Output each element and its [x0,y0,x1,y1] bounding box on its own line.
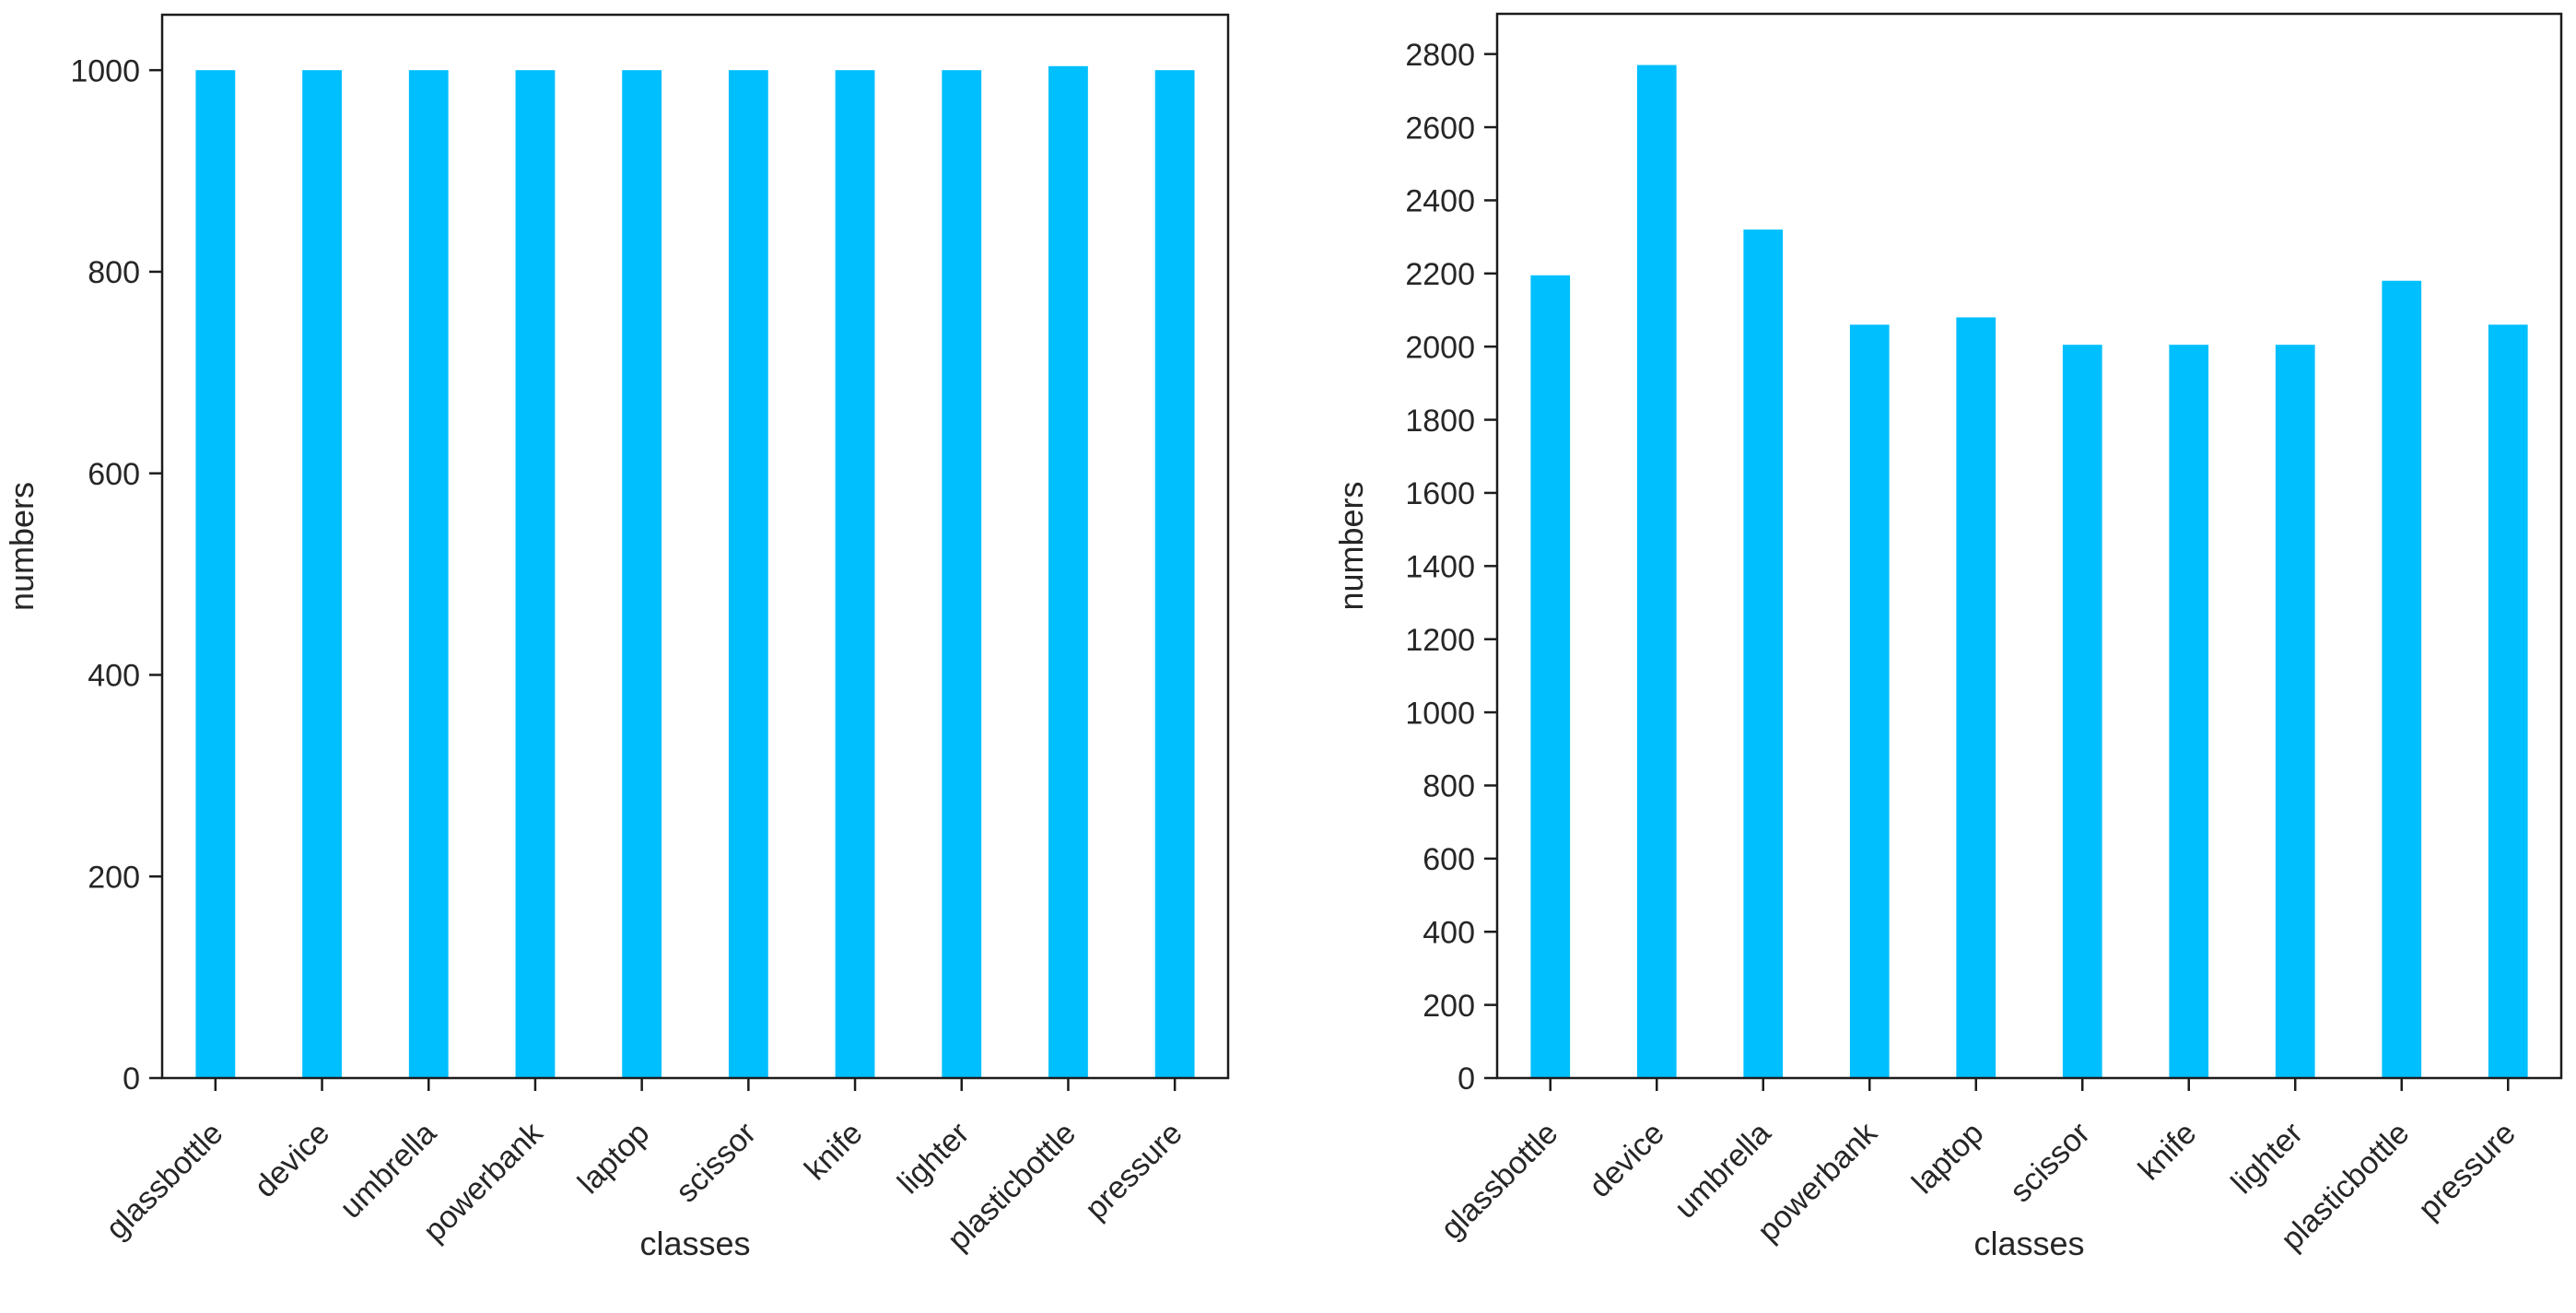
y-tick-label: 0 [123,1061,140,1096]
x-tick-label-pressure: pressure [2411,1116,2522,1226]
bar-scissor [2062,345,2102,1078]
y-tick-label: 0 [1458,1061,1475,1096]
y-tick-label: 2000 [1405,330,1475,365]
bar-laptop [1956,317,1996,1078]
x-tick-label-glassbottle: glassbottle [100,1116,230,1247]
bar-glassbottle [1530,275,1571,1078]
bar-pressure [1154,70,1195,1079]
y-tick-label: 600 [1423,842,1475,877]
x-tick-label-glassbottle: glassbottle [1434,1116,1565,1247]
bar-pressure [2488,324,2528,1079]
x-axis-label: classes [1973,1225,2084,1262]
x-tick-label-umbrella: umbrella [1668,1116,1777,1225]
x-tick-label-laptop: laptop [571,1116,656,1201]
x-tick-label-umbrella: umbrella [334,1116,443,1225]
x-tick-label-scissor: scissor [669,1116,763,1210]
y-tick-label: 800 [88,255,140,290]
y-tick-label: 1600 [1405,476,1475,511]
bar-laptop [622,70,662,1079]
x-tick-label-laptop: laptop [1905,1116,1990,1201]
bar-plasticbottle [2382,280,2422,1078]
y-tick-label: 200 [88,860,140,895]
bar-knife [835,70,875,1079]
class-counts-before-chart: 0 200 400 600 800 1000 glassbottle deviceumbrel… [3,13,1230,1262]
y-tick-label: 1200 [1405,623,1475,658]
x-tick-label-knife: knife [2132,1116,2204,1188]
y-tick-label: 400 [88,659,140,694]
y-tick-label: 1000 [1405,696,1475,731]
y-tick-label: 1000 [70,53,140,88]
plot-frame [160,13,1230,1080]
y-tick-label: 2400 [1405,184,1475,219]
y-tick-label: 2800 [1405,38,1475,73]
y-tick-label: 400 [1423,915,1475,950]
bar-plasticbottle [1048,65,1088,1079]
y-tick-label: 1400 [1405,550,1475,585]
bar-powerbank [1849,324,1890,1079]
bar-device [302,70,342,1079]
x-tick-label-device: device [248,1116,336,1204]
y-tick-label: 800 [1423,769,1475,804]
bar-powerbank [515,70,556,1079]
y-tick-label: 2600 [1405,111,1475,146]
bar-umbrella [408,70,449,1079]
x-tick-label-device: device [1583,1116,1671,1204]
y-axis-label: numbers [3,482,41,611]
y-tick-label: 2200 [1405,257,1475,292]
bar-umbrella [1743,229,1784,1078]
bar-device [1636,64,1677,1078]
x-tick-label-knife: knife [798,1116,870,1188]
x-tick-label-scissor: scissor [2003,1116,2097,1210]
bar-lighter [942,70,982,1079]
x-tick-label-lighter: lighter [891,1116,976,1201]
bar-scissor [728,70,768,1079]
x-tick-label-pressure: pressure [1078,1116,1188,1226]
bar-glassbottle [195,70,236,1079]
x-axis-label: classes [639,1225,750,1262]
y-tick-label: 1800 [1405,404,1475,439]
y-tick-label: 600 [88,457,140,492]
y-tick-label: 200 [1423,989,1475,1024]
x-tick-label-lighter: lighter [2225,1116,2310,1201]
plot-frame [1495,12,2563,1080]
bar-lighter [2275,345,2315,1078]
y-axis-label: numbers [1332,481,1370,610]
class-counts-after-chart: 0 200 400 600 800 1000 1200 1400 1600 1800 2000 220… [1332,12,2563,1262]
bar-knife [2169,345,2209,1078]
